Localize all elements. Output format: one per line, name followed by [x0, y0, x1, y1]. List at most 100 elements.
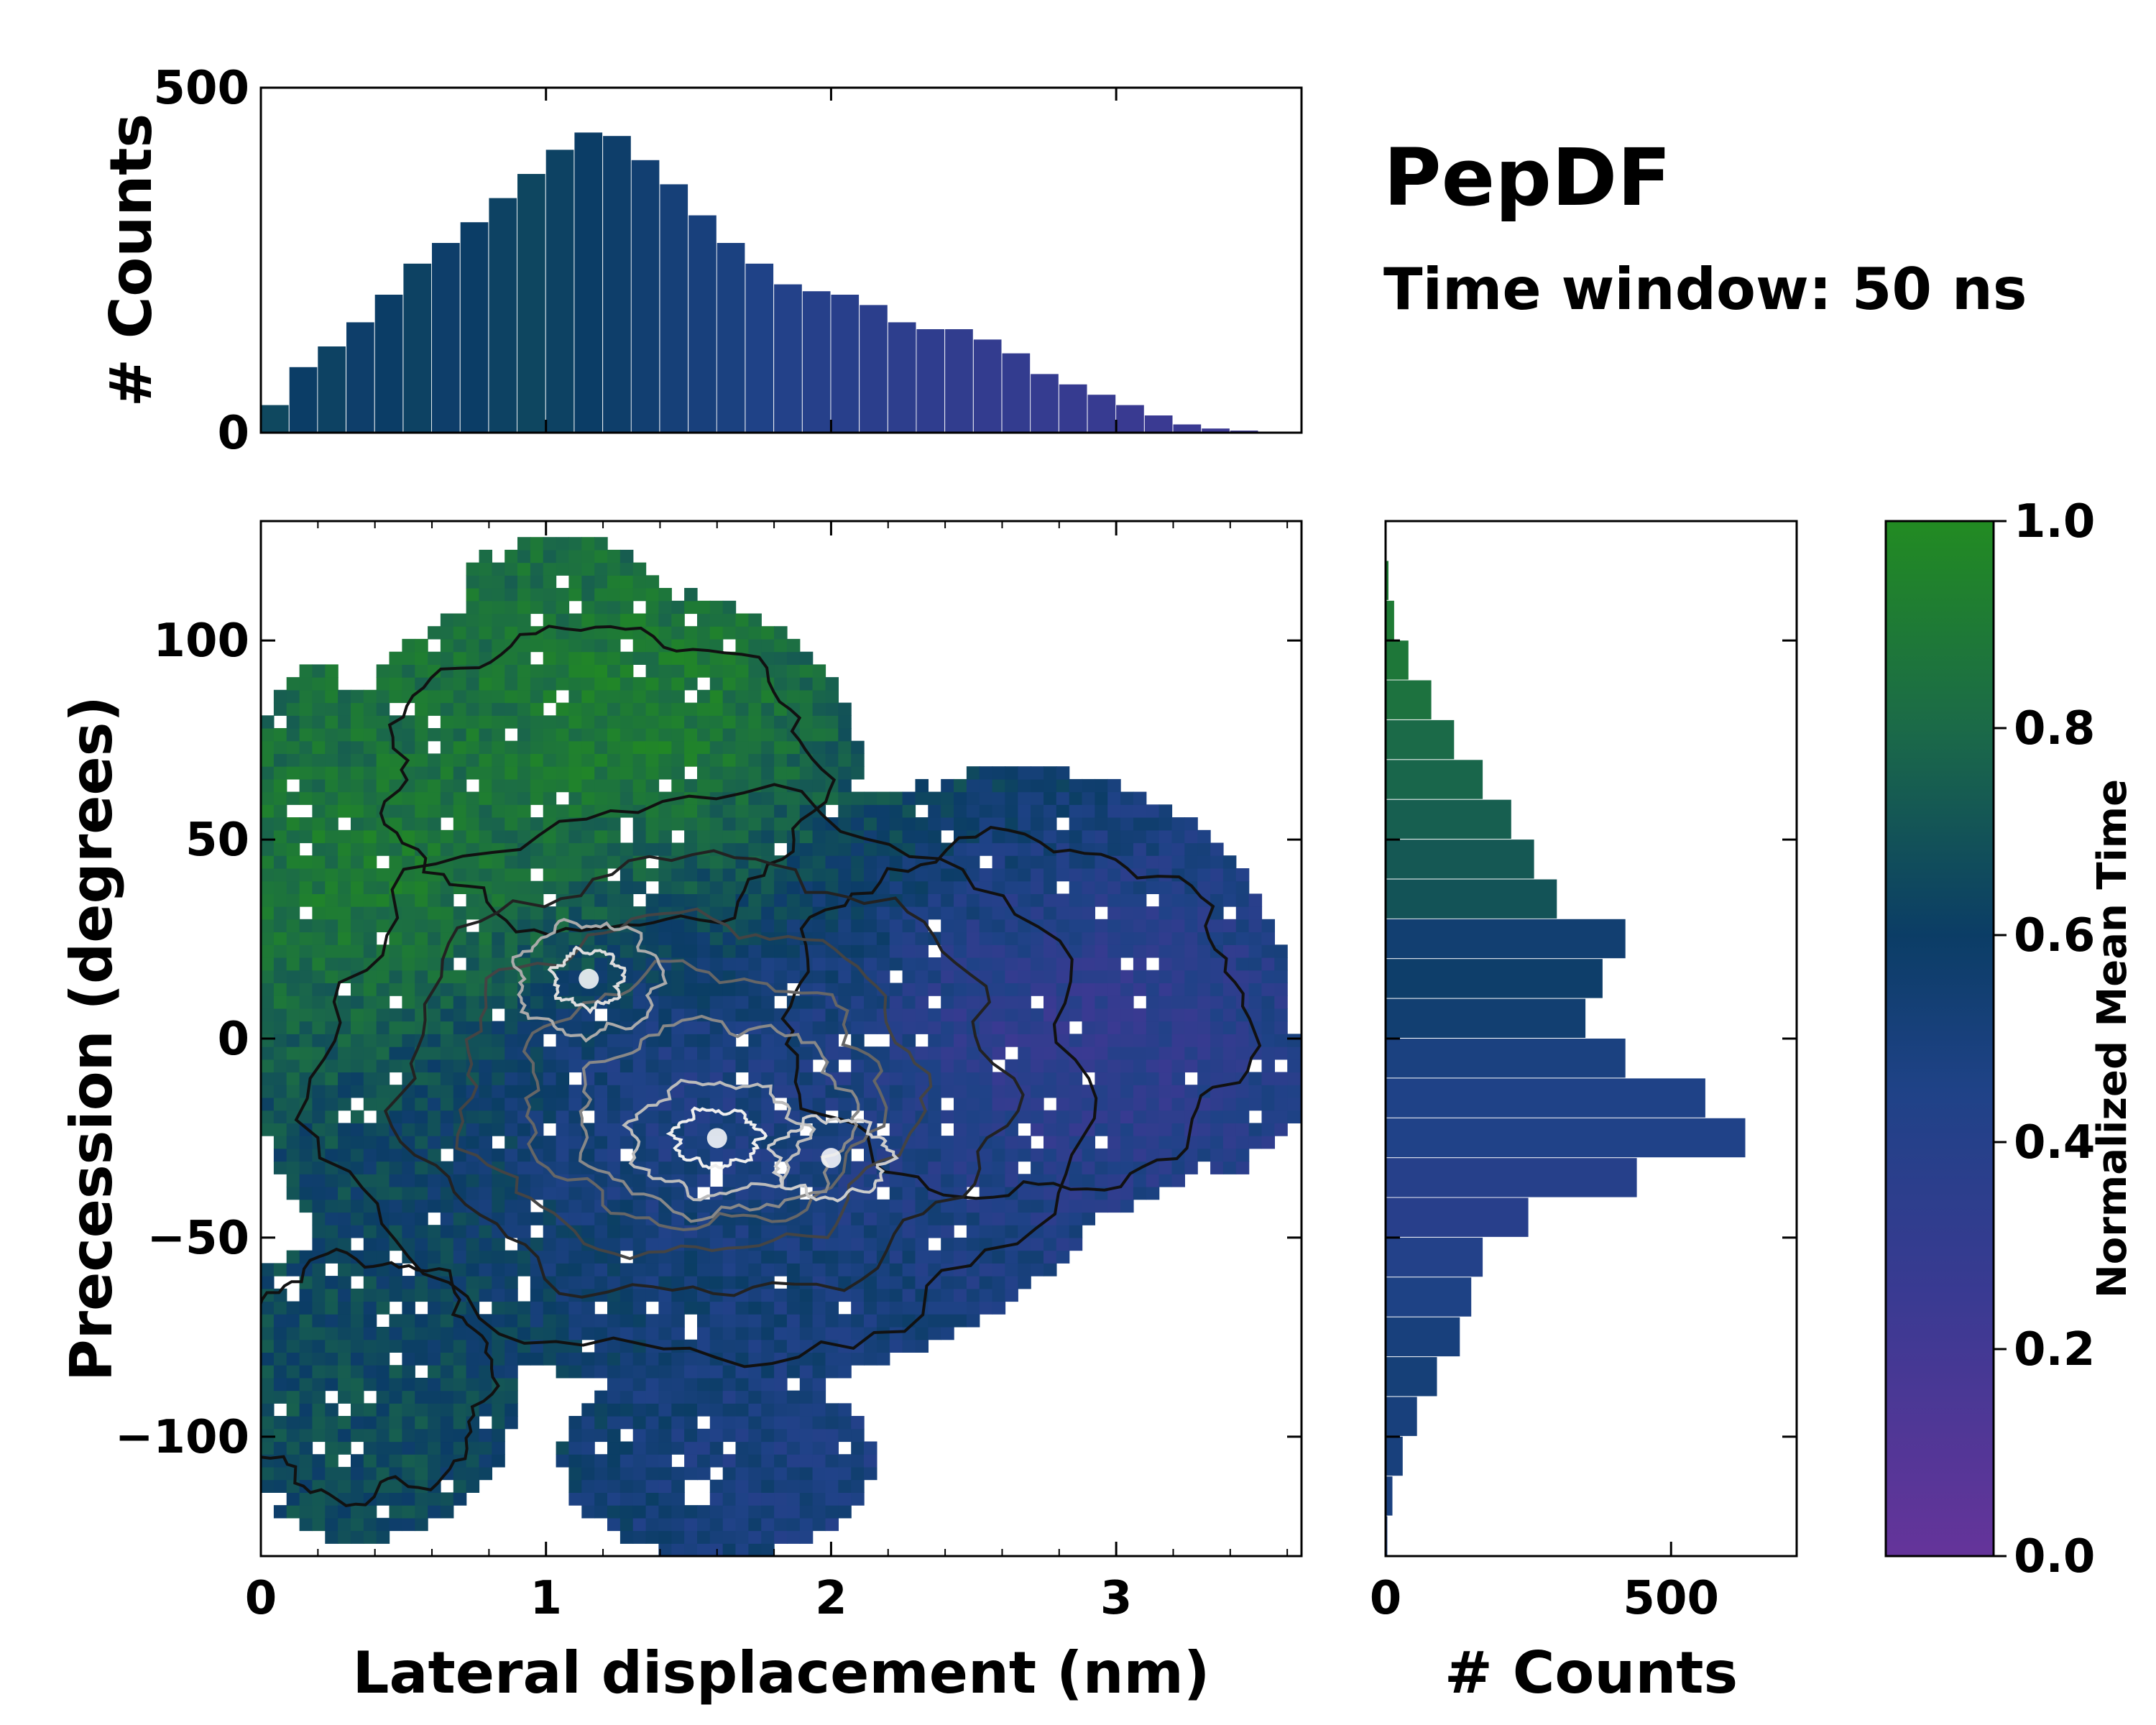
heatmap-cell [774, 677, 788, 691]
heatmap-cell [619, 842, 634, 856]
heatmap-cell [428, 1301, 441, 1315]
heatmap-cell [1184, 932, 1198, 945]
heatmap-cell [632, 1314, 647, 1328]
heatmap-cell [1069, 906, 1083, 920]
heatmap-cell [619, 1390, 634, 1404]
heatmap-cell [543, 842, 557, 856]
right-histogram-bar [1386, 1237, 1483, 1277]
heatmap-cell [786, 1199, 801, 1213]
heatmap-cell [722, 1098, 737, 1111]
heatmap-cell [466, 740, 480, 754]
heatmap-cell [325, 791, 338, 805]
heatmap-cell [928, 1225, 941, 1238]
heatmap-cell [889, 1250, 903, 1264]
heatmap-cell [812, 842, 826, 856]
heatmap-cell [915, 1046, 929, 1060]
heatmap-cell [915, 1021, 929, 1034]
heatmap-cell [1082, 1034, 1095, 1047]
heatmap-cell [607, 778, 621, 793]
heatmap-cell [363, 1327, 377, 1340]
heatmap-cell [928, 1161, 941, 1174]
heatmap-cell [876, 1276, 890, 1289]
heatmap-cell [517, 1136, 531, 1149]
heatmap-cell [594, 1416, 608, 1430]
heatmap-cell [966, 919, 980, 933]
heatmap-cell [1184, 1034, 1198, 1047]
heatmap-cell [1069, 1123, 1083, 1136]
heatmap-cell [992, 1199, 1006, 1213]
contour-inner [578, 1014, 860, 1223]
heatmap-cell [671, 1403, 685, 1417]
heatmap-cell [645, 829, 660, 844]
heatmap-cell [632, 817, 647, 831]
heatmap-cell [479, 1085, 492, 1098]
heatmap-cell [992, 932, 1006, 945]
heatmap-cell [864, 1212, 877, 1225]
heatmap-cell [338, 1530, 351, 1544]
heatmap-cell [709, 868, 724, 882]
heatmap-cell [286, 766, 300, 780]
heatmap-cell [505, 1123, 518, 1136]
heatmap-cell [273, 1059, 287, 1073]
heatmap-cell [286, 1098, 300, 1111]
heatmap-cell [812, 1034, 826, 1047]
heatmap-cell [722, 919, 737, 933]
heatmap-cell [697, 1543, 711, 1556]
heatmap-cell [966, 1046, 980, 1060]
heatmap-cell [1171, 1021, 1185, 1034]
heatmap-cell [415, 1377, 428, 1392]
heatmap-cell [286, 842, 300, 856]
heatmap-cell [543, 626, 557, 640]
heatmap-cell [786, 1237, 801, 1251]
heatmap-cell [697, 817, 711, 831]
heatmap-cell [543, 855, 557, 869]
heatmap-cell [363, 1365, 377, 1379]
heatmap-cell [492, 1085, 505, 1098]
heatmap-cell [517, 842, 531, 856]
heatmap-cell [684, 893, 698, 907]
heatmap-cell [697, 957, 711, 971]
heatmap-cell [761, 1187, 775, 1200]
heatmap-cell [1031, 855, 1044, 869]
heatmap-cell [415, 1505, 428, 1519]
heatmap-cell [1274, 1034, 1288, 1047]
heatmap-cell [851, 1225, 865, 1238]
heatmap-cell [1261, 1046, 1275, 1060]
heatmap-cell [1005, 1098, 1018, 1111]
heatmap-cell [761, 1390, 775, 1404]
heatmap-cell [774, 1110, 788, 1123]
heatmap-cell [286, 1174, 300, 1187]
heatmap-cell [581, 1466, 595, 1481]
heatmap-cell [697, 1466, 711, 1481]
heatmap-cell [915, 1008, 929, 1022]
heatmap-cell [440, 1416, 454, 1430]
heatmap-cell [363, 1021, 377, 1034]
heatmap-cell [1095, 817, 1108, 831]
heatmap-cell [1031, 893, 1044, 907]
heatmap-cell [966, 1212, 980, 1225]
heatmap-cell [709, 778, 724, 793]
heatmap-cell [543, 613, 557, 627]
heatmap-cell [1210, 1046, 1224, 1060]
heatmap-cell [1146, 1008, 1160, 1022]
heatmap-cell [1171, 995, 1185, 1009]
heatmap-cell [864, 932, 877, 945]
heatmap-cell [1133, 1123, 1147, 1136]
heatmap-cell [709, 1428, 724, 1443]
heatmap-cell [505, 829, 518, 844]
heatmap-cell [440, 1301, 454, 1315]
heatmap-cell [774, 1301, 788, 1315]
heatmap-cell [1095, 970, 1108, 983]
main-xlabel: Lateral displacement (nm) [353, 1639, 1210, 1706]
heatmap-cell [479, 1403, 492, 1417]
heatmap-cell [389, 944, 402, 958]
heatmap-cell [607, 1110, 621, 1123]
heatmap-cell [543, 983, 557, 996]
heatmap-cell [453, 715, 467, 729]
heatmap-cell [838, 753, 852, 767]
heatmap-cell [709, 1237, 724, 1251]
heatmap-cell [1031, 1098, 1044, 1111]
heatmap-cell [543, 1314, 557, 1328]
heatmap-cell [722, 1148, 737, 1162]
heatmap-cell [645, 791, 660, 805]
